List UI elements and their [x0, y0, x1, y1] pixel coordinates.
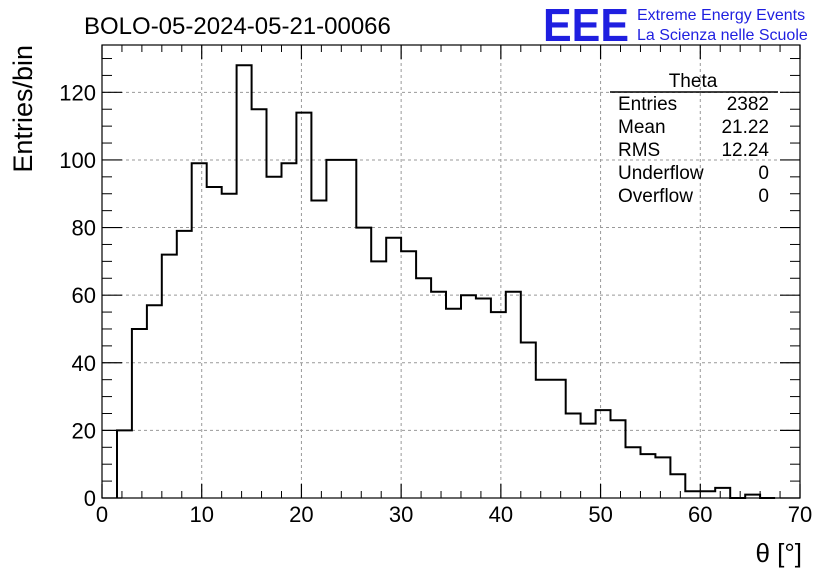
grid — [102, 45, 800, 498]
x-tick-label: 20 — [289, 502, 313, 527]
stats-row-value: 12.24 — [721, 140, 769, 161]
stats-box: Theta Entries 2382 Mean 21.22 RMS 12.24 Underf… — [610, 71, 778, 207]
stats-row-label: Underflow — [618, 163, 704, 184]
axis-ticks — [101, 45, 801, 499]
logo-line2: La Scienza nelle Scuole — [637, 27, 808, 44]
stats-row-value: 0 — [758, 163, 769, 184]
y-tick-label: 40 — [72, 351, 96, 376]
stats-row-label: RMS — [618, 140, 660, 161]
x-tick-labels: 0 10 20 30 40 50 60 70 — [96, 502, 812, 527]
y-tick-label: 120 — [59, 80, 96, 105]
stats-row-value: 0 — [758, 186, 769, 207]
y-tick-label: 60 — [72, 283, 96, 308]
x-axis-label: θ [°] — [755, 538, 802, 568]
y-tick-label: 0 — [84, 486, 96, 511]
stats-row-label: Overflow — [618, 186, 693, 207]
x-tick-label: 60 — [688, 502, 712, 527]
y-tick-label: 20 — [72, 418, 96, 443]
eee-logo-letters: EEE — [543, 0, 629, 51]
x-tick-label: 50 — [588, 502, 612, 527]
stats-row-value: 21.22 — [721, 117, 769, 138]
y-tick-label: 80 — [72, 216, 96, 241]
y-tick-label: 100 — [59, 148, 96, 173]
stats-row-label: Entries — [618, 94, 677, 115]
stats-row-label: Mean — [618, 117, 666, 138]
x-tick-label: 40 — [489, 502, 513, 527]
logo-line1: Extreme Energy Events — [637, 7, 805, 24]
x-tick-label: 10 — [189, 502, 213, 527]
histogram-line — [116, 64, 776, 499]
plot-frame — [101, 44, 801, 499]
x-tick-label: 70 — [788, 502, 812, 527]
x-tick-label: 30 — [389, 502, 413, 527]
y-tick-labels: 0 20 40 60 80 100 120 — [59, 80, 96, 511]
y-axis-label: Entries/bin — [8, 45, 38, 173]
stats-title: Theta — [669, 71, 718, 92]
stats-row-value: 2382 — [727, 94, 769, 115]
chart-title: BOLO-05-2024-05-21-00066 — [84, 13, 391, 40]
x-tick-label: 0 — [96, 502, 108, 527]
